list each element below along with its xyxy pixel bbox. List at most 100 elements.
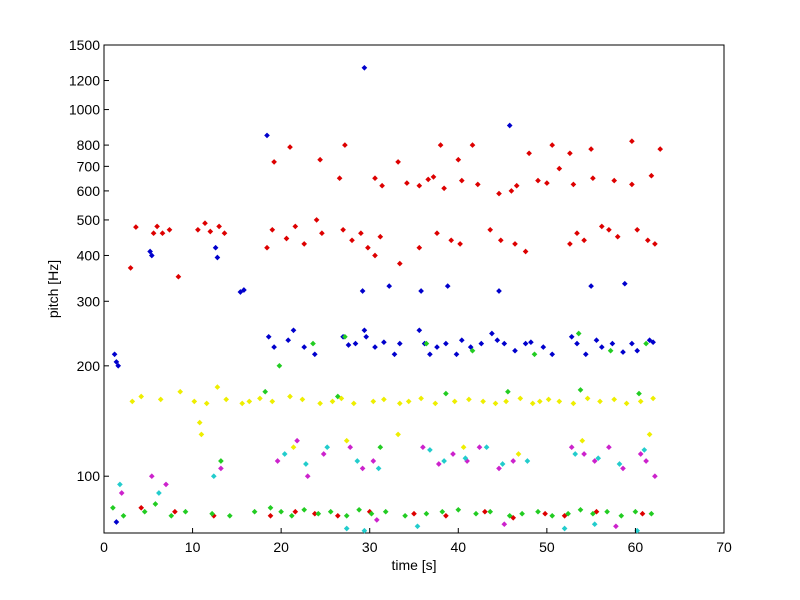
data-point [209,510,215,517]
data-point [540,344,547,350]
data-point [152,501,159,507]
data-point [226,512,233,519]
data-point [512,241,518,247]
data-point [414,523,421,530]
data-point [257,395,263,402]
x-tick-label: 10 [185,539,201,555]
data-point [141,508,148,515]
data-point [271,344,277,350]
data-point [416,182,423,189]
data-point [342,333,348,340]
data-point [283,235,290,242]
data-point [528,339,534,346]
data-point [657,146,664,152]
data-point [370,398,377,405]
data-point [198,431,205,438]
data-point [427,447,433,453]
data-point [451,398,458,405]
data-point [292,223,299,230]
data-point [327,508,334,515]
data-point [363,333,370,340]
data-point [637,398,644,405]
data-point [299,396,306,403]
data-point [218,458,224,464]
data-point [448,237,455,244]
x-tick-label: 0 [100,539,108,555]
data-point [420,444,426,451]
data-point [350,400,357,407]
data-point [567,150,573,157]
data-point [294,437,300,444]
data-point [430,174,437,180]
data-point [278,508,284,515]
data-point [276,362,283,369]
data-point [643,340,649,347]
data-point [214,384,221,390]
data-point [652,241,658,247]
data-point [496,288,502,294]
data-point [506,512,513,519]
data-point [611,177,618,184]
data-point [182,508,189,515]
data-point [606,226,612,233]
data-point [515,451,522,457]
data-point [381,396,387,403]
data-point [402,512,408,519]
data-point [613,523,619,530]
data-point [634,347,641,354]
y-tick-label: 800 [77,137,101,153]
data-point [216,223,222,230]
data-point [542,510,548,517]
data-point [264,244,270,251]
data-point [434,344,440,350]
data-point [639,510,646,517]
data-point [598,223,605,230]
data-point [251,508,258,515]
data-point [549,142,556,148]
data-point [395,159,401,165]
data-point [304,473,311,480]
data-point [386,283,393,289]
data-point [621,280,628,287]
data-point [469,347,476,354]
data-point [396,400,403,407]
data-point [522,248,529,255]
data-point [506,122,513,129]
data-point [267,512,274,519]
data-point [404,180,410,186]
data-point [416,244,423,251]
data-point [443,512,449,519]
data-point [492,400,499,407]
x-tick-label: 30 [362,539,378,555]
y-tick-label: 1000 [69,102,100,118]
data-point [632,508,639,515]
data-point [150,230,157,237]
data-point [319,230,325,237]
data-point [221,230,228,237]
data-point [156,490,162,496]
data-point [317,156,323,163]
data-point [271,159,277,165]
data-point [292,508,299,515]
data-point [579,437,586,444]
data-point [159,230,166,237]
data-point [212,244,219,251]
data-point [147,248,153,255]
data-point [120,512,127,519]
data-point [168,512,175,519]
data-point [591,458,598,464]
data-point [274,458,281,464]
data-point [372,175,378,182]
data-point [618,512,625,519]
data-point [595,455,602,462]
data-point [577,387,584,393]
data-point [203,400,210,407]
data-point [359,288,366,294]
data-point [133,224,139,230]
data-point [439,508,446,515]
data-point [239,400,246,407]
data-point [423,510,430,517]
data-point [450,451,456,457]
data-point [301,344,308,350]
